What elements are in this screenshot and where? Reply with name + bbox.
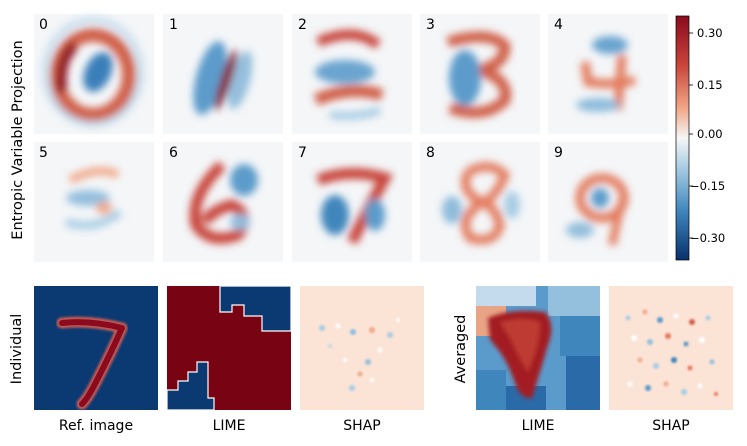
digit-panel-8: 8 — [420, 142, 540, 262]
caption-lime-individual: LIME — [213, 418, 246, 434]
digit-label-8: 8 — [426, 145, 435, 161]
digit-label-9: 9 — [554, 145, 563, 161]
averaged-ylabel: Averaged — [453, 315, 469, 384]
digit-panel-9: 9 — [548, 142, 668, 262]
colorbar-tick-3: −0.15 — [690, 179, 725, 193]
digit-label-4: 4 — [554, 17, 563, 33]
digit-label-1: 1 — [169, 17, 178, 33]
digit-label-5: 5 — [39, 145, 48, 161]
digit-label-7: 7 — [298, 145, 307, 161]
digit-panel-5: 5 — [34, 142, 154, 262]
caption-ref-image: Ref. image — [59, 418, 133, 434]
digit-label-0: 0 — [39, 17, 48, 33]
digit-label-3: 3 — [426, 17, 435, 33]
lime-averaged-map — [476, 286, 600, 410]
digit-panel-2: 2 — [292, 14, 412, 134]
digit-panel-6: 6 — [163, 142, 283, 262]
individual-ylabel: Individual — [9, 314, 25, 385]
shap-averaged-map — [609, 286, 733, 410]
digit-panel-4: 4 — [548, 14, 668, 134]
digit-panel-3: 3 — [420, 14, 540, 134]
colorbar-tick-4: −0.30 — [690, 231, 725, 245]
colorbar: 0.30 0.15 0.00 −0.15 −0.30 — [675, 15, 725, 261]
digit-label-2: 2 — [298, 17, 307, 33]
colorbar-tick-1: 0.15 — [697, 78, 723, 92]
colorbar-tick-2: 0.00 — [697, 127, 723, 141]
caption-shap-averaged: SHAP — [652, 418, 689, 434]
lime-individual-map — [166, 285, 292, 411]
digit-panel-7: 7 — [292, 142, 412, 262]
shap-individual-map — [300, 286, 424, 410]
caption-lime-averaged: LIME — [522, 418, 555, 434]
digit-panel-0: 0 — [34, 14, 154, 134]
reference-image — [34, 286, 158, 410]
entropic-projection-ylabel: Entropic Variable Projection — [10, 40, 26, 239]
digit-label-6: 6 — [169, 145, 178, 161]
colorbar-tick-0: 0.30 — [697, 26, 723, 40]
caption-shap-individual: SHAP — [343, 418, 380, 434]
digit-panel-1: 1 — [163, 14, 283, 134]
